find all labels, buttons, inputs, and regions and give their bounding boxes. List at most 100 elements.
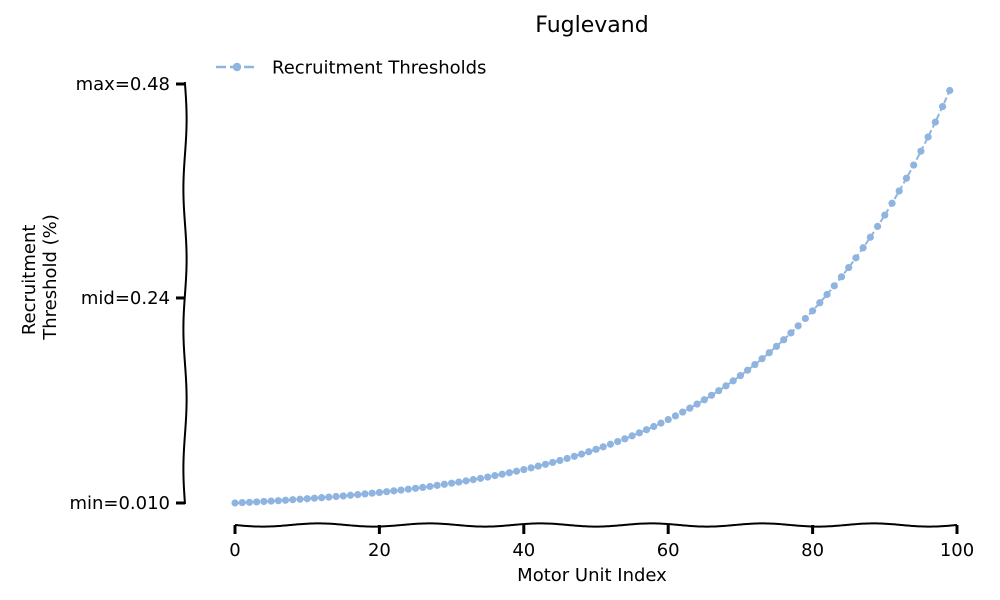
legend: Recruitment Thresholds <box>216 58 486 79</box>
data-point <box>664 415 672 424</box>
x-axis-label: Motor Unit Index <box>517 565 667 586</box>
data-point <box>873 222 882 230</box>
data-point <box>325 493 333 501</box>
data-point <box>484 473 492 481</box>
data-point <box>852 254 860 262</box>
data-point <box>556 456 564 465</box>
data-point <box>512 467 521 475</box>
data-point <box>318 494 326 502</box>
data-point <box>274 497 282 505</box>
data-point <box>816 299 824 307</box>
data-point <box>375 488 383 497</box>
chart-title: Fuglevand <box>535 13 648 38</box>
data-point <box>859 244 867 252</box>
data-point <box>671 412 680 420</box>
data-point <box>411 484 420 492</box>
data-point <box>772 342 781 350</box>
data-point <box>520 465 528 474</box>
data-point <box>455 478 463 486</box>
data-point <box>469 476 477 484</box>
data-point <box>296 495 304 503</box>
data-point <box>534 462 542 470</box>
data-point <box>527 464 535 472</box>
y-axis: min=0.010 mid=0.24 max=0.48 Recruitment Th… <box>19 74 188 514</box>
x-tick-label: 40 <box>512 540 535 561</box>
data-point <box>238 499 246 507</box>
data-point <box>245 498 254 506</box>
y-axis-label-line-1: Recruitment <box>19 225 40 336</box>
data-point <box>592 445 600 453</box>
data-point <box>794 322 802 330</box>
data-point <box>845 263 853 272</box>
y-axis-spine <box>182 81 188 505</box>
x-tick-label: 20 <box>368 540 391 561</box>
data-point <box>563 454 571 463</box>
data-point <box>823 290 831 299</box>
legend-marker-swatch <box>232 62 242 72</box>
x-axis-spine <box>234 522 958 528</box>
data-point <box>809 307 817 315</box>
data-point <box>426 482 434 491</box>
data-point <box>888 199 896 207</box>
data-point <box>744 366 752 374</box>
data-point <box>260 497 268 506</box>
data-point <box>910 161 918 169</box>
data-point <box>397 486 405 494</box>
data-point <box>462 477 470 485</box>
data-point <box>801 314 809 323</box>
data-point <box>722 382 730 390</box>
data-point <box>751 360 759 369</box>
data-point <box>476 474 485 482</box>
data-point <box>585 448 593 456</box>
data-point <box>339 492 347 500</box>
data-point <box>736 372 745 380</box>
data-point <box>780 336 788 344</box>
data-point <box>866 233 874 241</box>
plot-series <box>231 86 954 507</box>
data-point <box>498 470 506 478</box>
data-point <box>715 387 723 395</box>
series-line <box>234 90 951 504</box>
x-tick-label: 100 <box>940 540 974 561</box>
data-point <box>628 432 636 440</box>
data-point <box>787 329 795 337</box>
y-tick-label: mid=0.24 <box>81 288 170 309</box>
data-point <box>383 488 391 496</box>
data-point <box>917 147 925 155</box>
data-point <box>267 497 275 505</box>
data-point <box>679 408 687 416</box>
y-tick-label: max=0.48 <box>76 74 170 95</box>
data-point <box>491 472 499 480</box>
data-point <box>404 485 412 493</box>
data-point <box>946 86 954 95</box>
legend-label: Recruitment Thresholds <box>272 58 486 79</box>
data-point <box>650 422 658 431</box>
data-point <box>758 355 766 363</box>
data-point <box>440 480 448 488</box>
data-point <box>310 494 319 502</box>
data-point <box>895 187 903 195</box>
data-point <box>765 349 773 357</box>
data-point <box>686 404 694 412</box>
data-point <box>541 460 550 468</box>
data-point <box>931 118 939 126</box>
data-point <box>599 443 607 451</box>
data-point <box>289 496 297 504</box>
data-point <box>693 400 701 408</box>
x-tick-label: 0 <box>229 540 240 561</box>
data-point <box>729 377 737 385</box>
data-point <box>570 452 578 460</box>
data-point <box>346 491 355 499</box>
data-point <box>354 491 362 499</box>
data-point <box>700 396 708 404</box>
data-point <box>253 498 261 506</box>
data-point <box>368 489 376 497</box>
data-point <box>621 435 629 443</box>
data-point <box>635 429 643 437</box>
data-point <box>448 479 456 487</box>
data-point <box>837 273 846 281</box>
data-point <box>902 174 911 182</box>
data-point <box>505 469 513 477</box>
data-point <box>924 133 932 141</box>
